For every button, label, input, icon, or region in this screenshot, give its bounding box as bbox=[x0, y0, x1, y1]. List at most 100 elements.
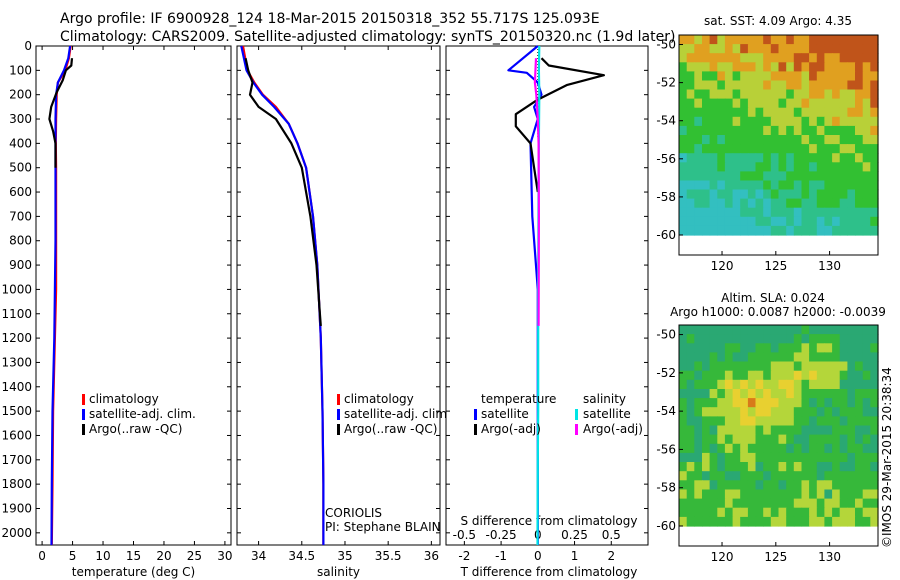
sst-map-cell bbox=[855, 53, 864, 63]
sst-map-cell bbox=[832, 144, 841, 154]
salinity-legend-label-1: satellite-adj. clim. bbox=[344, 407, 451, 421]
sla-map-cell bbox=[679, 343, 688, 353]
sla-map-cell bbox=[679, 434, 688, 445]
difference-xtick-label-2: 0 bbox=[534, 549, 542, 563]
sst-map-cell bbox=[702, 116, 711, 127]
sst-map-cell bbox=[847, 62, 856, 72]
sst-map-cell bbox=[709, 62, 718, 72]
sst-map-cell bbox=[770, 80, 780, 91]
sst-map-cell bbox=[755, 98, 764, 109]
sst-map-cell bbox=[862, 71, 871, 82]
sla-map-cell bbox=[862, 471, 871, 481]
sst-map-cell bbox=[724, 216, 734, 227]
sst-map-cell bbox=[786, 216, 795, 227]
sst-map-cell bbox=[778, 216, 787, 227]
sst-map-cell bbox=[702, 80, 711, 91]
sla-map-cell bbox=[732, 452, 741, 463]
sla-map-cell bbox=[839, 407, 848, 417]
sla-map-cell bbox=[816, 498, 826, 509]
sla-map-cell bbox=[740, 352, 749, 363]
sla-map-cell bbox=[702, 361, 711, 372]
sla-map-cell bbox=[778, 471, 787, 481]
sst-map-cell bbox=[778, 135, 787, 145]
sst-map-cell bbox=[809, 144, 818, 154]
sst-map-cell bbox=[686, 171, 695, 182]
sst-map-cell bbox=[717, 171, 726, 182]
sla-map-cell bbox=[793, 389, 803, 399]
sst-map-cell bbox=[778, 80, 787, 91]
difference-top-axis-label: S difference from climatology bbox=[461, 514, 638, 528]
sst-map-cell bbox=[732, 89, 741, 100]
sla-map-cell bbox=[847, 462, 856, 472]
sla-map-cell bbox=[770, 480, 780, 490]
sst-map-cell bbox=[717, 44, 726, 54]
sla-map-cell bbox=[801, 361, 810, 372]
sst-map-cell bbox=[778, 89, 787, 100]
sst-map-cell bbox=[709, 71, 718, 82]
sst-map-cell bbox=[694, 80, 703, 91]
sst-map-cell bbox=[702, 153, 711, 163]
sst-map-cell bbox=[809, 89, 818, 100]
sst-map-cell bbox=[855, 80, 864, 91]
sst-map-cell bbox=[686, 107, 695, 118]
temperature-ytick-label-13: 1300 bbox=[1, 355, 32, 369]
sla-map-cell bbox=[816, 425, 826, 436]
sst-map-cell bbox=[786, 53, 795, 63]
sla-map-xtick-label-2: 130 bbox=[818, 550, 841, 564]
sst-map-cell bbox=[824, 107, 833, 118]
sst-map-cell bbox=[694, 216, 703, 227]
sla-map-cell bbox=[717, 334, 726, 344]
sla-map-cell bbox=[763, 425, 772, 436]
sst-map-cell bbox=[870, 62, 879, 72]
sst-map-cell bbox=[740, 135, 749, 145]
sla-map-cell bbox=[793, 507, 803, 518]
sst-map-cell bbox=[686, 153, 695, 163]
sla-map-cell bbox=[855, 480, 864, 490]
sla-map-cell bbox=[832, 370, 841, 381]
sst-map-cell bbox=[717, 53, 726, 63]
sst-map-cell bbox=[740, 107, 749, 118]
sst-map-cell bbox=[755, 135, 764, 145]
sla-map-cell bbox=[862, 370, 871, 381]
sst-map-cell bbox=[862, 62, 871, 72]
sla-map-cell bbox=[732, 434, 741, 445]
sla-map-cell bbox=[786, 516, 795, 527]
sla-map-cell bbox=[763, 343, 772, 353]
sst-map-cell bbox=[855, 135, 864, 145]
sla-map-cell bbox=[702, 407, 711, 417]
sst-map-cell bbox=[832, 198, 841, 209]
sst-map-cell bbox=[747, 189, 757, 200]
temperature-ytick-label-10: 1000 bbox=[1, 282, 32, 296]
sst-map-cell bbox=[801, 71, 810, 82]
sla-map-cell bbox=[855, 389, 864, 399]
sla-map-cell bbox=[801, 325, 810, 335]
sla-map-cell bbox=[786, 425, 795, 436]
difference-legend-temperature-label-1: Argo(-adj) bbox=[481, 422, 541, 436]
sst-map-cell bbox=[816, 216, 826, 227]
sst-map-cell bbox=[770, 198, 780, 209]
sst-map-cell bbox=[709, 89, 718, 100]
salinity-series-2-line bbox=[244, 57, 322, 326]
sst-map-cell bbox=[786, 144, 795, 154]
sla-map-cell bbox=[709, 334, 718, 344]
sst-map-cell bbox=[686, 144, 695, 154]
sst-map-cell bbox=[724, 35, 734, 45]
sst-map-cell bbox=[686, 162, 695, 172]
sst-map-cell bbox=[862, 162, 871, 172]
sst-map-ytick-label-4: -58 bbox=[656, 190, 676, 204]
sst-map-cell bbox=[801, 144, 810, 154]
sla-map-cell bbox=[786, 352, 795, 363]
sst-map-cell bbox=[732, 144, 741, 154]
sst-map-cell bbox=[679, 62, 688, 72]
salinity-series-1-line bbox=[240, 45, 325, 545]
sla-map-cell bbox=[717, 425, 726, 436]
sla-map-cell bbox=[870, 398, 879, 408]
sla-map-cell bbox=[809, 352, 818, 363]
sst-map-cell bbox=[855, 107, 864, 118]
sst-map-cell bbox=[824, 162, 833, 172]
sla-map-cell bbox=[755, 389, 764, 399]
sla-map-cell bbox=[862, 452, 871, 463]
sst-map-cell bbox=[763, 225, 772, 236]
sla-map-cell bbox=[778, 489, 787, 500]
sst-map-cell bbox=[709, 125, 718, 136]
